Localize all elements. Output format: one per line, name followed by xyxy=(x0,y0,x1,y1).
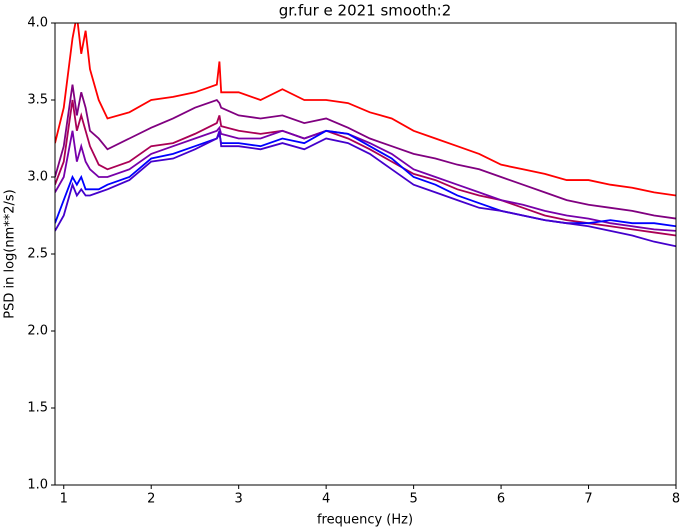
x-tick-label: 4 xyxy=(322,492,330,507)
x-tick-label: 7 xyxy=(584,492,592,507)
x-tick-label: 8 xyxy=(672,492,680,507)
x-tick-label: 3 xyxy=(235,492,243,507)
data-line xyxy=(55,130,676,248)
data-line xyxy=(55,23,676,197)
x-tick-label: 2 xyxy=(147,492,155,507)
y-tick-label: 2.5 xyxy=(27,247,48,262)
y-tick-label: 1.0 xyxy=(27,478,48,493)
data-line xyxy=(55,99,676,237)
y-tick-label: 2.0 xyxy=(27,324,48,339)
data-line xyxy=(55,125,676,232)
data-line xyxy=(55,84,676,220)
y-tick-label: 4.0 xyxy=(27,16,48,31)
y-axis-label: PSD in log(nm**2/s) xyxy=(3,189,18,319)
data-line xyxy=(55,129,676,228)
x-axis-label: frequency (Hz) xyxy=(317,513,413,528)
x-tick-label: 6 xyxy=(497,492,505,507)
y-tick-label: 1.5 xyxy=(27,401,48,416)
x-tick-label: 1 xyxy=(60,492,68,507)
y-tick-label: 3.0 xyxy=(27,170,48,185)
chart-title: gr.fur e 2021 smooth:2 xyxy=(279,2,452,20)
plot-frame xyxy=(54,22,677,486)
y-tick-label: 3.5 xyxy=(27,93,48,108)
x-tick-label: 5 xyxy=(409,492,417,507)
